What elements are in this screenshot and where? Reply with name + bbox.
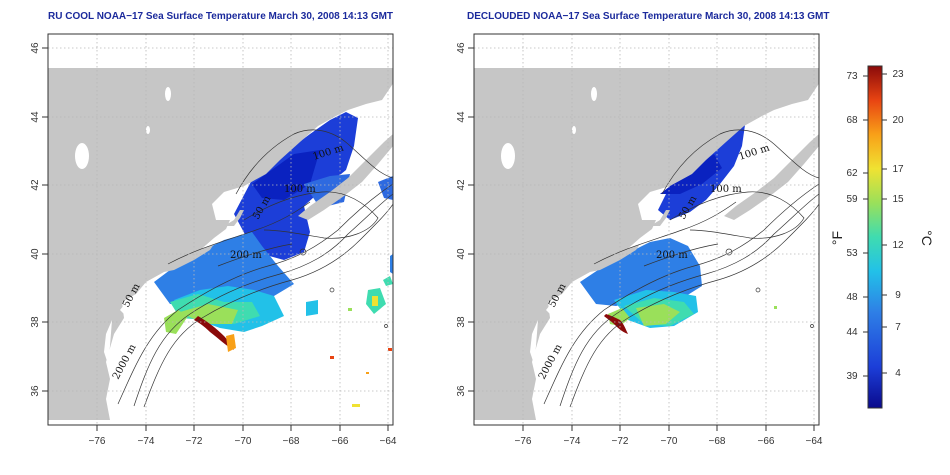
x-tick-label: −68 (283, 436, 300, 447)
fahrenheit-tick: 53 (846, 248, 858, 259)
celsius-tick: 20 (892, 115, 904, 126)
fahrenheit-tick: 48 (846, 292, 858, 303)
y-tick-label: 46 (456, 42, 467, 54)
map-frame (473, 33, 820, 426)
celsius-tick: 9 (895, 290, 901, 301)
x-tick-label: −66 (332, 436, 349, 447)
y-tick-label: 40 (456, 248, 467, 260)
x-tick-label: −72 (186, 436, 203, 447)
fahrenheit-unit-label: °F (829, 231, 845, 245)
x-axis-labels: −76 −74 −72 −70 −68 −66 −64 (89, 436, 397, 447)
celsius-tick: 12 (892, 240, 904, 251)
right-map-title: DECLOUDED NOAA−17 Sea Surface Temperatur… (467, 11, 830, 22)
x-tick-label: −68 (709, 436, 726, 447)
left-map: −76 −74 −72 −70 −68 −66 −64 36 38 40 42 … (30, 33, 397, 447)
x-tick-label: −70 (235, 436, 252, 447)
fahrenheit-tick: 44 (846, 327, 858, 338)
fahrenheit-tick: 39 (846, 371, 858, 382)
fahrenheit-tick: 59 (846, 194, 858, 205)
x-axis-labels: −76 −74 −72 −70 −68 −66 −64 (515, 436, 823, 447)
y-tick-label: 42 (456, 179, 467, 191)
celsius-tick: 23 (892, 69, 904, 80)
celsius-tick: 7 (895, 322, 901, 333)
contour-label: 100 m (710, 184, 742, 195)
celsius-ticks: 23 20 17 15 12 9 7 4 (892, 69, 904, 379)
celsius-tick: 4 (895, 368, 901, 379)
y-tick-label: 38 (456, 316, 467, 328)
contour-label: 200 m (230, 250, 262, 261)
y-tick-label: 44 (30, 111, 41, 123)
contour-label: 200 m (656, 250, 688, 261)
y-axis-labels: 36 38 40 42 44 46 (456, 42, 467, 397)
y-axis-labels: 36 38 40 42 44 46 (30, 42, 41, 397)
y-tick-label: 44 (456, 111, 467, 123)
y-tick-label: 42 (30, 179, 41, 191)
celsius-unit-label: °C (919, 230, 935, 246)
colorbar: 73 68 62 59 53 48 44 39 23 20 17 15 12 9… (829, 65, 935, 409)
fahrenheit-tick: 62 (846, 168, 858, 179)
x-tick-label: −64 (806, 436, 823, 447)
celsius-tick: 17 (892, 164, 904, 175)
x-tick-label: −76 (89, 436, 106, 447)
x-tick-label: −72 (612, 436, 629, 447)
x-tick-label: −66 (758, 436, 775, 447)
y-tick-label: 36 (456, 385, 467, 397)
right-map: −76 −74 −72 −70 −68 −66 −64 36 38 40 42 … (456, 33, 823, 447)
x-tick-label: −64 (380, 436, 397, 447)
x-tick-label: −74 (564, 436, 581, 447)
fahrenheit-tick: 68 (846, 115, 858, 126)
y-tick-label: 40 (30, 248, 41, 260)
contour-label: 100 m (284, 184, 316, 195)
y-tick-label: 46 (30, 42, 41, 54)
x-tick-label: −70 (661, 436, 678, 447)
y-tick-label: 38 (30, 316, 41, 328)
colorbar-ramp (867, 65, 883, 409)
fahrenheit-tick: 73 (846, 71, 858, 82)
x-tick-label: −74 (138, 436, 155, 447)
celsius-tick: 15 (892, 194, 904, 205)
y-tick-label: 36 (30, 385, 41, 397)
map-frame (47, 33, 394, 426)
left-map-title: RU COOL NOAA−17 Sea Surface Temperature … (48, 11, 394, 22)
fahrenheit-ticks: 73 68 62 59 53 48 44 39 (846, 71, 858, 382)
x-tick-label: −76 (515, 436, 532, 447)
